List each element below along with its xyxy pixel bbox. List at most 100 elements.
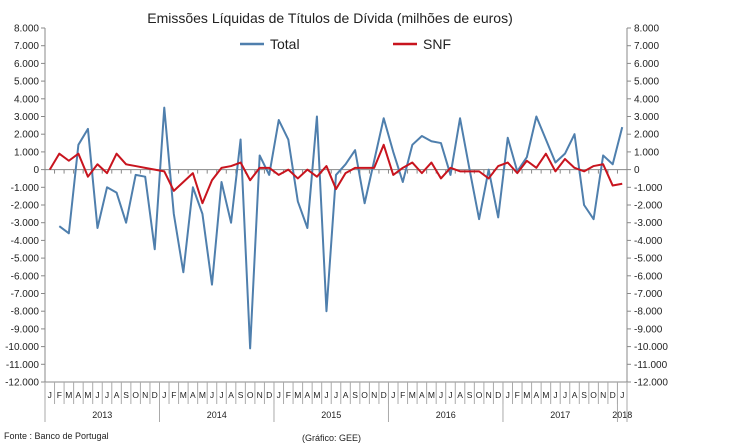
month-label: J [553,390,557,400]
month-label: A [76,390,82,400]
month-label: A [343,390,349,400]
month-label: F [171,390,176,400]
month-label: F [400,390,405,400]
month-label: M [180,390,187,400]
month-label: J [620,390,624,400]
y-tick-label-right: 0 [634,165,640,176]
month-label: M [428,390,435,400]
month-label: N [257,390,263,400]
month-label: A [190,390,196,400]
y-tick-label-right: -4.000 [634,236,663,247]
y-tick-label-right: 7.000 [634,41,659,52]
y-tick-label-left: 2.000 [14,130,39,141]
y-tick-label-right: -2.000 [634,201,663,212]
year-label: 2013 [92,410,112,420]
month-label: J [277,390,281,400]
credit-note: (Gráfico: GEE) [302,433,362,443]
y-tick-label-left: -6.000 [11,271,40,282]
y-tick-label-left: -2.000 [11,201,40,212]
y-tick-label-right: -6.000 [634,271,663,282]
month-label: N [371,390,377,400]
month-label: S [581,390,587,400]
month-label: J [219,390,223,400]
month-label: S [467,390,473,400]
legend-label-total: Total [270,36,300,52]
month-label: N [600,390,606,400]
y-tick-label-left: -3.000 [11,218,40,229]
y-tick-label-right: -9.000 [634,324,663,335]
y-tick-label-left: -5.000 [11,254,40,265]
y-tick-label-right: -12.000 [634,378,668,389]
y-tick-label-left: -12.000 [5,378,39,389]
month-label: A [114,390,120,400]
month-label: M [294,390,301,400]
month-label: S [238,390,244,400]
month-label: F [286,390,291,400]
series-line-total [58,106,624,350]
month-label: J [324,390,328,400]
axes: 8.000 8.000 7.000 7.000 6.000 6.000 5.000 5.000… [5,24,668,422]
year-label: 2017 [550,410,570,420]
y-tick-label-right: 1.000 [634,147,659,158]
month-label: A [572,390,578,400]
month-label: J [391,390,395,400]
y-tick-label-left: 5.000 [14,77,39,88]
y-tick-label-left: -8.000 [11,307,40,318]
y-tick-label-right: 6.000 [634,59,659,70]
month-label: D [266,390,272,400]
y-tick-label-left: 4.000 [14,94,39,105]
y-tick-label-right: -11.000 [634,360,668,371]
month-label: O [590,390,597,400]
month-label: A [457,390,463,400]
y-tick-label-left: -9.000 [11,324,40,335]
month-label: D [610,390,616,400]
y-tick-label-left: -7.000 [11,289,40,300]
month-label: O [132,390,139,400]
month-label: M [84,390,91,400]
month-label: A [228,390,234,400]
month-label: M [523,390,530,400]
y-tick-label-left: -4.000 [11,236,40,247]
month-label: D [152,390,158,400]
month-label: J [48,390,52,400]
series-layer [48,106,624,350]
month-label: M [313,390,320,400]
y-tick-label-left: 8.000 [14,24,39,35]
month-label: S [352,390,358,400]
month-label: J [105,390,109,400]
y-tick-label-right: -8.000 [634,307,663,318]
y-tick-label-right: 8.000 [634,24,659,35]
y-tick-label-left: -11.000 [6,360,40,371]
y-tick-label-right: -5.000 [634,254,663,265]
legend-label-snf: SNF [423,36,451,52]
month-label: J [439,390,443,400]
month-label: O [247,390,254,400]
source-note: Fonte : Banco de Portugal [4,431,109,441]
year-label: 2016 [436,410,456,420]
month-label: J [334,390,338,400]
legend: Total SNF [240,36,451,52]
month-label: A [419,390,425,400]
y-tick-label-left: 1.000 [14,147,39,158]
month-label: J [162,390,166,400]
month-label: J [210,390,214,400]
y-tick-label-left: -1.000 [11,183,40,194]
y-tick-label-left: 3.000 [14,112,39,123]
month-label: J [563,390,567,400]
month-label: D [495,390,501,400]
y-tick-label-right: 3.000 [634,112,659,123]
y-tick-label-right: 2.000 [634,130,659,141]
y-tick-label-right: 4.000 [634,94,659,105]
year-label: 2015 [321,410,341,420]
month-label: N [486,390,492,400]
month-label: J [506,390,510,400]
series-line-snf [48,143,623,205]
month-label: M [199,390,206,400]
month-label: M [542,390,549,400]
month-label: O [361,390,368,400]
month-label: M [65,390,72,400]
month-label: O [476,390,483,400]
month-label: J [95,390,99,400]
month-label: J [448,390,452,400]
